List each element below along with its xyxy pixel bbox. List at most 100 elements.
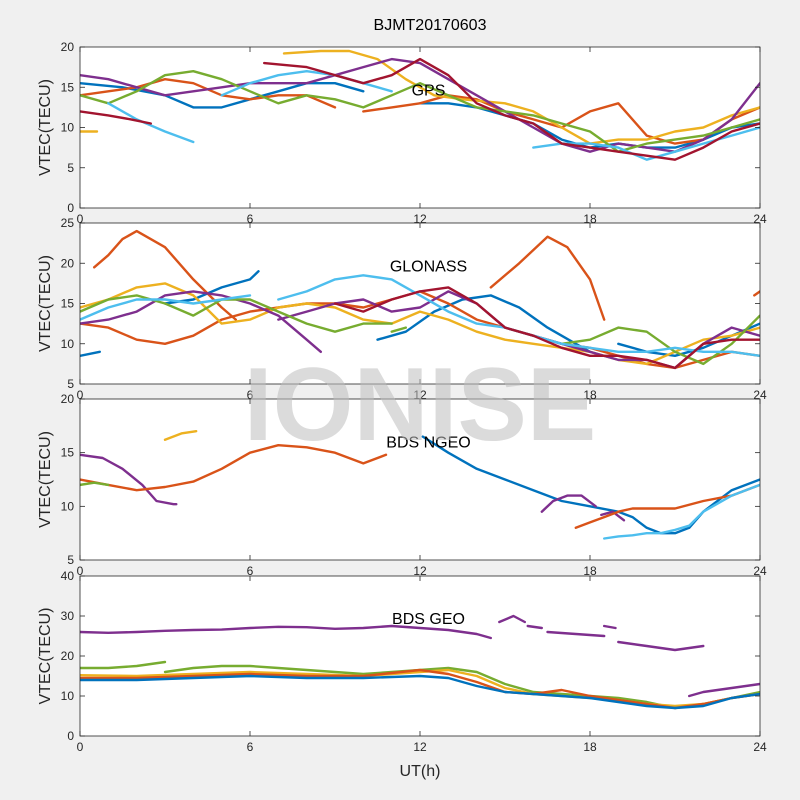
series-line-6	[600, 510, 626, 522]
panel-label: GLONASS	[390, 258, 467, 275]
x-axis-label: UT(h)	[400, 763, 441, 780]
y-tick-label: 0	[67, 201, 74, 215]
x-tick-label: 24	[753, 388, 767, 402]
y-tick-label: 25	[61, 216, 75, 230]
series-line-5	[282, 49, 760, 145]
series-line-6	[688, 682, 760, 698]
panel-label: BDS NGEO	[386, 434, 470, 451]
series-line-7	[80, 70, 760, 153]
x-tick-label: 6	[247, 212, 254, 226]
series-line-11	[80, 674, 760, 710]
series-group	[80, 614, 760, 710]
series-line-0	[80, 82, 365, 109]
series-line-2	[526, 624, 543, 630]
series-line-14	[80, 294, 252, 321]
series-line-4	[603, 624, 617, 630]
panel-1: 0 6 12 18 24 5 10 15 20 25 VTEC(TECU) GLONASS	[37, 216, 767, 402]
y-tick-label: 20	[61, 256, 75, 270]
series-line-13	[560, 314, 760, 366]
x-tick-label: 6	[247, 388, 254, 402]
y-axis-label: VTEC(TECU)	[37, 255, 54, 352]
y-tick-label: 15	[61, 80, 75, 94]
x-tick-label: 6	[247, 740, 254, 754]
x-tick-label: 18	[583, 212, 597, 226]
series-line-11	[80, 294, 393, 333]
series-line-5	[540, 494, 597, 513]
series-line-1	[498, 614, 526, 624]
panel-0: 0 6 12 18 24 0 5 10 15 20 VTEC(TECU) GPS	[37, 40, 767, 226]
series-line-2	[163, 430, 198, 441]
series-line-0	[80, 453, 178, 506]
y-axis-label: VTEC(TECU)	[37, 79, 54, 176]
series-line-12	[263, 57, 760, 161]
series-line-8	[107, 102, 195, 144]
series-line-6	[80, 57, 760, 153]
y-tick-label: 5	[67, 553, 74, 567]
series-line-0	[80, 624, 492, 640]
x-tick-label: 12	[413, 564, 427, 578]
panel-label: GPS	[412, 82, 446, 99]
series-group	[80, 430, 760, 540]
series-group	[80, 49, 760, 161]
y-tick-label: 10	[61, 689, 75, 703]
series-group	[80, 229, 760, 370]
series-line-0	[80, 350, 101, 357]
panel-2: 0 6 12 18 24 5 10 15 20 VTEC(TECU) BDS NGEO	[37, 392, 767, 578]
y-tick-label: 15	[61, 446, 75, 460]
x-tick-label: 18	[583, 564, 597, 578]
series-line-7	[80, 660, 167, 670]
x-tick-label: 12	[413, 388, 427, 402]
y-axis-label: VTEC(TECU)	[37, 608, 54, 705]
y-tick-label: 10	[61, 337, 75, 351]
series-line-7	[574, 483, 760, 529]
panel-3: 0 6 12 18 24 0 10 20 30 40 VTEC(TECU) BDS GEO UT(h)	[37, 569, 767, 780]
panel-label: BDS GEO	[392, 611, 465, 628]
series-line-16	[333, 286, 760, 370]
y-tick-label: 10	[61, 121, 75, 135]
y-tick-label: 5	[67, 161, 74, 175]
series-line-2	[376, 294, 592, 353]
y-axis-label: VTEC(TECU)	[37, 431, 54, 528]
series-line-10	[532, 126, 760, 161]
series-line-8	[80, 282, 760, 366]
x-tick-label: 18	[583, 388, 597, 402]
watermark: IONISE	[244, 347, 597, 463]
y-tick-label: 5	[67, 377, 74, 391]
x-tick-label: 0	[77, 564, 84, 578]
y-tick-label: 0	[67, 729, 74, 743]
series-line-11	[80, 110, 152, 125]
x-tick-label: 0	[77, 740, 84, 754]
x-tick-label: 12	[413, 212, 427, 226]
x-tick-label: 24	[753, 212, 767, 226]
y-tick-label: 15	[61, 297, 75, 311]
series-line-1	[80, 444, 388, 492]
y-tick-label: 20	[61, 392, 75, 406]
x-tick-label: 0	[77, 388, 84, 402]
series-line-12	[390, 326, 407, 333]
x-tick-label: 0	[77, 212, 84, 226]
x-tick-label: 12	[413, 740, 427, 754]
series-line-7	[753, 290, 760, 297]
plot-area	[80, 576, 760, 736]
x-tick-label: 6	[247, 564, 254, 578]
figure-title: BJMT20170603	[374, 17, 487, 34]
x-tick-label: 24	[753, 564, 767, 578]
series-line-9	[80, 290, 322, 353]
y-tick-label: 30	[61, 609, 75, 623]
y-tick-label: 10	[61, 499, 75, 513]
series-line-9	[80, 668, 760, 708]
series-line-3	[546, 630, 606, 638]
plot-area	[80, 47, 760, 208]
series-line-1	[163, 270, 260, 305]
series-line-3	[80, 481, 110, 487]
y-tick-label: 40	[61, 569, 75, 583]
x-tick-label: 24	[753, 740, 767, 754]
y-tick-label: 20	[61, 649, 75, 663]
series-line-5	[489, 235, 606, 321]
series-line-8	[603, 483, 760, 540]
x-tick-label: 18	[583, 740, 597, 754]
y-tick-label: 20	[61, 40, 75, 54]
series-line-5	[617, 640, 705, 652]
